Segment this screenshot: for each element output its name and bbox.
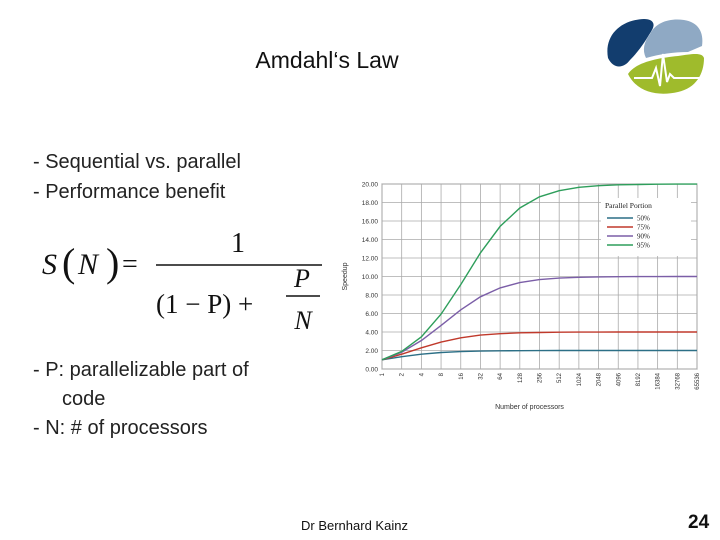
- logo-dark-blue-shape: [607, 19, 654, 67]
- series-line: [381, 331, 697, 361]
- y-tick-label: 0.00: [365, 367, 378, 374]
- x-tick-label: 32768: [675, 372, 681, 389]
- formula-inner-denominator: N: [293, 306, 313, 335]
- x-tick-label: 2: [400, 372, 406, 376]
- x-tick-label: 2048: [597, 372, 603, 386]
- slide-title: Amdahl‘s Law: [255, 47, 399, 73]
- y-tick-label: 8.00: [365, 293, 378, 300]
- bullet-item-continuation: code: [62, 388, 106, 410]
- formula-paren-open: (: [62, 240, 75, 285]
- y-tick-label: 10.00: [362, 274, 379, 281]
- x-tick-label: 128: [518, 372, 524, 383]
- y-tick-label: 2.00: [365, 348, 378, 355]
- formula-numerator: 1: [231, 228, 245, 259]
- x-tick-label: 512: [557, 372, 563, 383]
- formula-denominator-left: (1 − P) +: [156, 289, 253, 319]
- x-tick-label: 8192: [636, 372, 642, 386]
- formula-paren-close: ): [106, 240, 119, 285]
- bullet-item: - Sequential vs. parallel: [33, 151, 241, 173]
- logo-heartbeat-line: [634, 53, 700, 87]
- bullet-item: - P: parallelizable part of: [33, 359, 249, 381]
- y-axis-title: Speedup: [342, 262, 349, 290]
- bullet-list-bottom: - P: parallelizable part of code - N: # …: [33, 356, 249, 443]
- bullet-item: - Performance benefit: [33, 181, 226, 203]
- page-number: 24: [688, 512, 710, 533]
- y-tick-label: 16.00: [362, 219, 379, 226]
- series-line: [381, 183, 697, 361]
- x-tick-label: 16384: [656, 372, 662, 389]
- series-line: [381, 275, 697, 361]
- bullet-item: - N: # of processors: [33, 417, 208, 439]
- x-tick-label: 256: [538, 372, 544, 383]
- x-tick-label: 64: [498, 372, 504, 379]
- bullet-list-top: - Sequential vs. parallel - Performance …: [33, 147, 241, 207]
- x-axis-title: Number of processors: [495, 404, 564, 411]
- series-line: [381, 349, 697, 361]
- logo-light-blue-shape: [643, 19, 703, 58]
- legend-label: 75%: [637, 224, 650, 232]
- speedup-chart: 0.00 2.00 4.00 6.00 8.00 10.00 12.00 14.00 16.00…: [342, 182, 701, 412]
- y-tick-label: 12.00: [362, 256, 379, 263]
- x-tick-label: 8: [439, 372, 445, 376]
- x-tick-label: 4096: [616, 372, 622, 386]
- amdahl-formula: S ( N ) = 1 (1 − P) + P N: [42, 228, 322, 335]
- y-tick-label: 20.00: [362, 182, 379, 189]
- x-tick-label: 32: [478, 372, 484, 379]
- formula-lhs-func: S: [42, 248, 57, 281]
- legend-label: 90%: [637, 233, 650, 241]
- legend-title: Parallel Portion: [605, 201, 652, 210]
- x-tick-label: 65536: [695, 372, 701, 389]
- x-tick-label: 1024: [577, 372, 583, 386]
- y-tick-label: 6.00: [365, 311, 378, 318]
- x-tick-label: 1: [380, 372, 386, 376]
- y-tick-label: 18.00: [362, 200, 379, 207]
- legend-label: 50%: [637, 215, 650, 223]
- university-logo: [607, 19, 704, 94]
- x-tick-label: 4: [419, 372, 425, 376]
- legend-label: 95%: [637, 242, 650, 250]
- footer-author: Dr Bernhard Kainz: [301, 518, 408, 533]
- formula-inner-numerator: P: [293, 264, 310, 293]
- y-tick-label: 4.00: [365, 330, 378, 337]
- y-tick-label: 14.00: [362, 237, 379, 244]
- formula-lhs-var: N: [77, 248, 100, 281]
- x-tick-label: 16: [459, 372, 465, 379]
- formula-equals: =: [122, 249, 138, 280]
